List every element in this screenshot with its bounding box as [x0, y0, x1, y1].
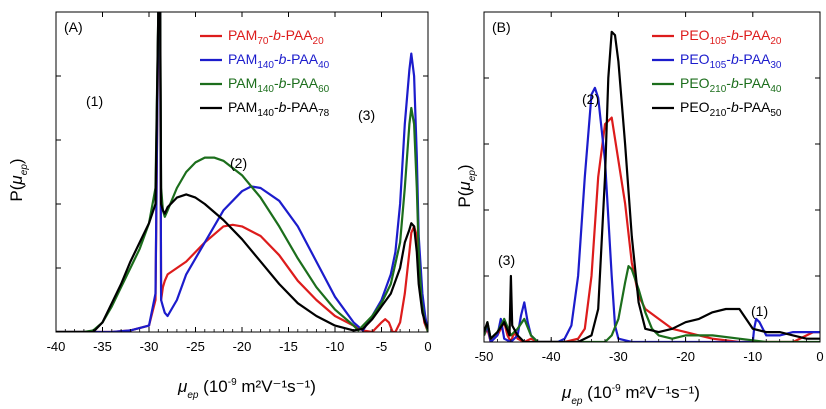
peak-annotation-a: (2)	[230, 155, 247, 171]
chart-panel-b: -50 -40 -30 -20 -10 0 (B) (2) (3) (1) PEO105-b-PAA…	[455, 11, 824, 407]
legend-entry-b: PEO210-b-PAA50	[680, 99, 782, 119]
series-line-b-1	[484, 116, 820, 342]
x-tick-label-a: -40	[47, 339, 66, 354]
x-tick-label-a: -30	[140, 339, 159, 354]
x-axis-label-b: μep (10-9 m²V⁻¹s⁻¹)	[561, 383, 700, 407]
x-tick-label-a: -35	[93, 339, 112, 354]
panel-label-a: (A)	[64, 19, 83, 35]
x-tick-label-a: -15	[279, 339, 298, 354]
y-axis-label-a: P(μep)	[7, 158, 30, 201]
legend-entry-a: PAM140-b-PAA60	[228, 75, 330, 95]
series-line-a-4	[56, 12, 428, 332]
peak-annotation-b: (1)	[751, 303, 768, 319]
x-tick-label-b: -50	[475, 349, 494, 364]
panel-label-b: (B)	[492, 19, 511, 35]
y-axis-label-b: P(μep)	[455, 164, 478, 207]
series-line-b-4	[484, 30, 820, 342]
x-axis-label-a: μep (10-9 m²V⁻¹s⁻¹)	[177, 377, 316, 401]
legend-entry-b: PEO105-b-PAA20	[680, 27, 782, 47]
x-tick-label-a: -5	[376, 339, 388, 354]
x-tick-label-a: -25	[186, 339, 205, 354]
series-line-b-2	[484, 86, 820, 342]
peak-annotation-a: (3)	[358, 107, 375, 123]
peak-annotation-a: (1)	[86, 93, 103, 109]
x-tick-label-a: 0	[424, 339, 431, 354]
plot-frame-b	[483, 11, 821, 343]
chart-panel-a: -40 -35 -30 -25 -20 -15 -10 -5 0 (A) (1) (2) (3) PAM7…	[7, 11, 432, 401]
series-line-a-1	[56, 12, 428, 332]
x-tick-label-b: -40	[542, 349, 561, 364]
legend-entry-b: PEO210-b-PAA40	[680, 75, 782, 95]
legend-entry-a: PAM140-b-PAA78	[228, 99, 330, 119]
peak-annotation-b: (3)	[498, 252, 515, 268]
series-line-a-3	[56, 12, 428, 332]
legend-entry-a: PAM70-b-PAA20	[228, 27, 324, 47]
legend-entry-a: PAM140-b-PAA40	[228, 51, 330, 71]
x-tick-label-a: -10	[326, 339, 345, 354]
legend-entry-b: PEO105-b-PAA30	[680, 51, 782, 71]
x-tick-label-b: -10	[743, 349, 762, 364]
x-tick-label-b: -20	[676, 349, 695, 364]
x-tick-label-b: 0	[816, 349, 823, 364]
peak-annotation-b: (2)	[582, 91, 599, 107]
x-tick-label-a: -20	[233, 339, 252, 354]
x-tick-label-b: -30	[609, 349, 628, 364]
